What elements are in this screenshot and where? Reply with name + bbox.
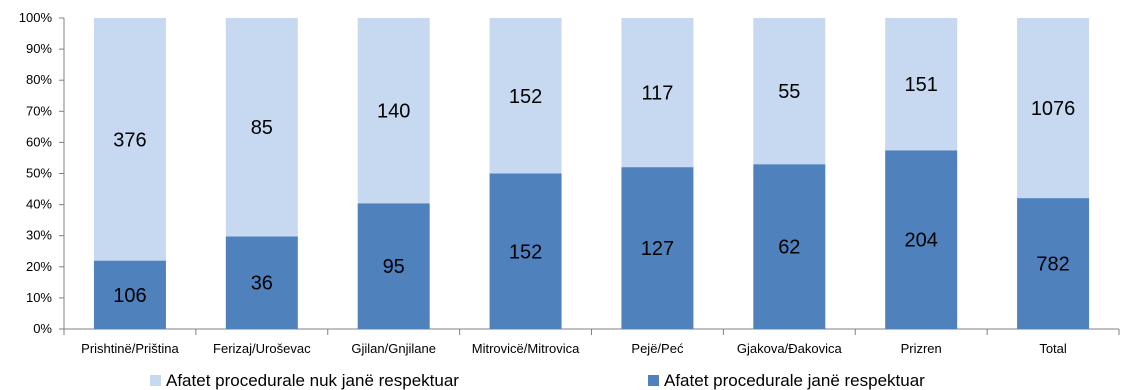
- bar-respected-0: [93, 260, 166, 329]
- bar-respected-1: [225, 236, 298, 329]
- y-tick-label: 0%: [33, 321, 52, 336]
- bar-respected-6: [885, 150, 958, 329]
- data-label-not-respected-6: 151: [905, 74, 938, 96]
- bar-respected-5: [753, 164, 826, 329]
- bar-not-respected-5: [753, 18, 826, 165]
- legend-label: Afatet procedurale nuk janë respektuar: [166, 371, 459, 390]
- y-tick-label: 50%: [26, 166, 52, 181]
- x-tick-label: Pejë/Peć: [631, 341, 684, 356]
- data-label-respected-7: 782: [1036, 254, 1069, 276]
- x-tick-label: Prishtinë/Priština: [81, 341, 179, 356]
- y-tick-label: 90%: [26, 41, 52, 56]
- y-tick-label: 20%: [26, 259, 52, 274]
- y-tick-label: 40%: [26, 197, 52, 212]
- data-label-respected-5: 62: [778, 237, 800, 259]
- bar-not-respected-3: [489, 18, 562, 174]
- y-tick-label: 100%: [19, 10, 53, 25]
- x-tick-label: Prizren: [901, 341, 942, 356]
- data-label-respected-3: 152: [509, 241, 542, 263]
- bar-respected-4: [621, 167, 694, 329]
- y-tick-label: 70%: [26, 103, 52, 118]
- data-label-not-respected-7: 1076: [1031, 98, 1076, 120]
- data-label-respected-2: 95: [383, 256, 405, 278]
- data-label-not-respected-4: 117: [641, 83, 673, 105]
- x-tick-label: Mitrovicë/Mitrovica: [472, 341, 580, 356]
- data-label-not-respected-5: 55: [778, 81, 800, 103]
- data-label-respected-4: 127: [641, 238, 674, 260]
- data-label-not-respected-2: 140: [377, 101, 410, 123]
- bar-not-respected-0: [93, 18, 166, 261]
- legend-label: Afatet procedurale janë respektuar: [664, 371, 925, 390]
- data-label-not-respected-0: 376: [113, 129, 146, 151]
- data-label-respected-6: 204: [905, 230, 938, 252]
- y-tick-label: 30%: [26, 228, 52, 243]
- x-tick-label: Gjakova/Đakovica: [737, 341, 843, 356]
- x-tick-label: Total: [1039, 341, 1067, 356]
- y-tick-label: 60%: [26, 134, 52, 149]
- x-tick-label: Ferizaj/Uroševac: [213, 341, 311, 356]
- bar-respected-2: [357, 203, 430, 329]
- data-label-not-respected-1: 85: [251, 117, 273, 139]
- bar-not-respected-4: [621, 18, 694, 168]
- data-label-respected-1: 36: [251, 273, 273, 295]
- bar-not-respected-1: [225, 18, 298, 237]
- legend-swatch: [648, 375, 659, 386]
- bar-not-respected-6: [885, 18, 958, 151]
- bar-not-respected-7: [1017, 18, 1090, 199]
- y-tick-label: 10%: [26, 290, 52, 305]
- y-tick-label: 80%: [26, 72, 52, 87]
- data-label-respected-0: 106: [113, 285, 146, 307]
- bar-not-respected-2: [357, 18, 430, 204]
- x-tick-label: Gjilan/Gnjilane: [351, 341, 436, 356]
- legend-swatch: [150, 375, 161, 386]
- data-label-not-respected-3: 152: [509, 86, 542, 108]
- bar-respected-7: [1017, 198, 1090, 329]
- bar-respected-3: [489, 173, 562, 329]
